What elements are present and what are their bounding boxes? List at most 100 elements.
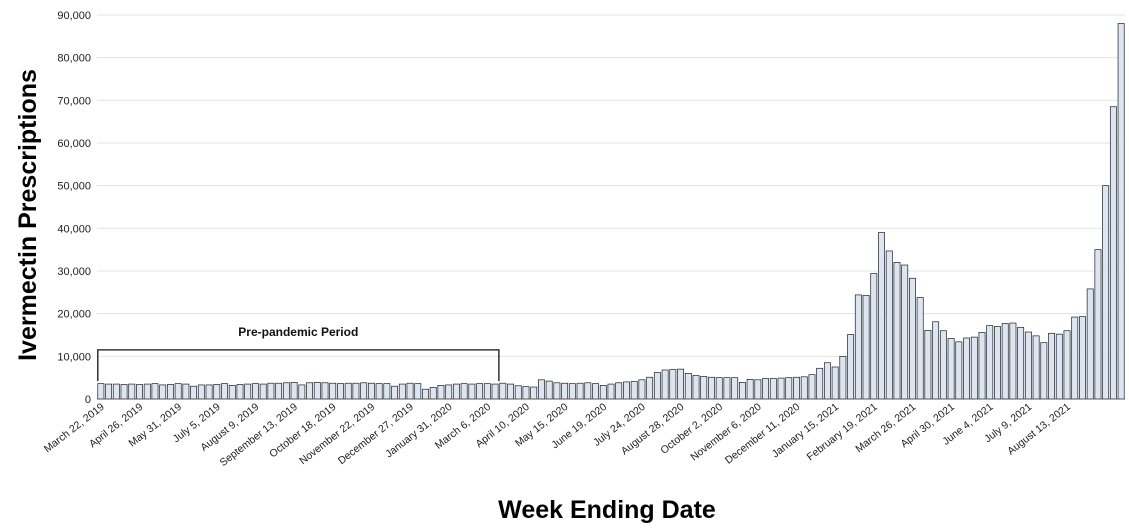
bar: [653, 372, 661, 400]
bar: [646, 376, 654, 400]
bar: [120, 384, 128, 400]
y-tick-label: 0: [85, 394, 91, 406]
bar: [143, 383, 151, 400]
bar: [878, 232, 885, 400]
bar: [692, 375, 700, 400]
bar: [823, 362, 831, 400]
bar: [901, 264, 909, 400]
bar: [244, 383, 252, 400]
bar: [352, 382, 360, 400]
bar: [429, 387, 437, 400]
bar: [831, 366, 839, 400]
bar: [159, 384, 167, 400]
bar: [800, 376, 808, 400]
bar: [507, 383, 514, 400]
bar: [916, 297, 924, 400]
bar: [723, 377, 731, 400]
bar: [816, 367, 824, 400]
bar: [499, 382, 507, 400]
bar: [259, 383, 267, 400]
bars: [97, 23, 1125, 400]
bar: [708, 376, 715, 400]
bar: [1055, 333, 1063, 400]
bar: [1102, 185, 1110, 400]
bar: [437, 385, 445, 400]
x-axis-title: Week Ending Date: [498, 496, 716, 524]
bar: [391, 385, 399, 400]
bar: [112, 383, 120, 400]
bar: [213, 384, 221, 400]
bar: [669, 369, 677, 400]
bar: [491, 383, 499, 400]
bar: [963, 337, 970, 400]
bar: [367, 382, 375, 400]
bar: [445, 384, 453, 400]
y-tick-label: 30,000: [57, 266, 91, 278]
y-tick-label: 70,000: [57, 95, 91, 107]
bar: [1079, 316, 1086, 400]
bar: [383, 383, 391, 400]
y-tick-label: 20,000: [57, 309, 91, 321]
y-tick-label: 80,000: [57, 53, 91, 65]
y-tick-label: 10,000: [57, 351, 91, 363]
bar: [1117, 23, 1125, 400]
bar: [537, 379, 545, 400]
bar: [684, 373, 692, 400]
bar: [731, 377, 739, 400]
bar: [746, 379, 754, 400]
bar: [1017, 326, 1025, 400]
bar: [337, 383, 344, 400]
bar: [97, 383, 105, 400]
x-tick-label: February 19, 2021: [805, 401, 880, 463]
bar: [221, 383, 228, 400]
bar: [197, 384, 205, 400]
bar: [553, 382, 561, 400]
bar: [267, 382, 275, 400]
bar: [893, 262, 901, 400]
bar: [252, 383, 259, 400]
bar: [584, 382, 592, 400]
gridlines: [97, 14, 1125, 400]
bar: [329, 382, 337, 400]
bar: [700, 376, 708, 400]
bar: [715, 377, 723, 400]
bar: [615, 382, 623, 400]
bar: [1040, 342, 1048, 400]
bar: [568, 383, 576, 400]
bar: [932, 321, 940, 400]
bar: [298, 384, 306, 400]
bar: [1009, 322, 1017, 400]
bar: [460, 383, 468, 400]
bar: [1094, 249, 1102, 400]
bar: [166, 384, 174, 400]
bar: [522, 386, 530, 400]
bar: [282, 382, 290, 400]
bar: [228, 385, 236, 400]
x-tick-label: January 15, 2021: [770, 401, 841, 461]
bar: [406, 382, 414, 400]
bar: [306, 382, 313, 400]
bar: [105, 383, 113, 400]
bar: [769, 378, 777, 400]
y-tick-label: 60,000: [57, 138, 91, 150]
bar: [1024, 331, 1032, 400]
bar: [313, 382, 321, 400]
bar: [777, 377, 785, 400]
bar: [398, 383, 406, 400]
bar: [530, 386, 538, 400]
bar: [793, 376, 800, 400]
bar: [970, 336, 978, 400]
bar: [862, 294, 870, 400]
y-tick-label: 90,000: [57, 10, 91, 22]
bar: [1109, 106, 1117, 400]
bar: [136, 384, 143, 400]
bar: [545, 380, 553, 400]
bar: [561, 382, 569, 400]
bar: [414, 383, 422, 400]
bar: [623, 381, 630, 400]
bar: [205, 384, 213, 400]
bar: [1086, 288, 1094, 400]
bar: [978, 332, 986, 400]
bar: [476, 383, 484, 400]
